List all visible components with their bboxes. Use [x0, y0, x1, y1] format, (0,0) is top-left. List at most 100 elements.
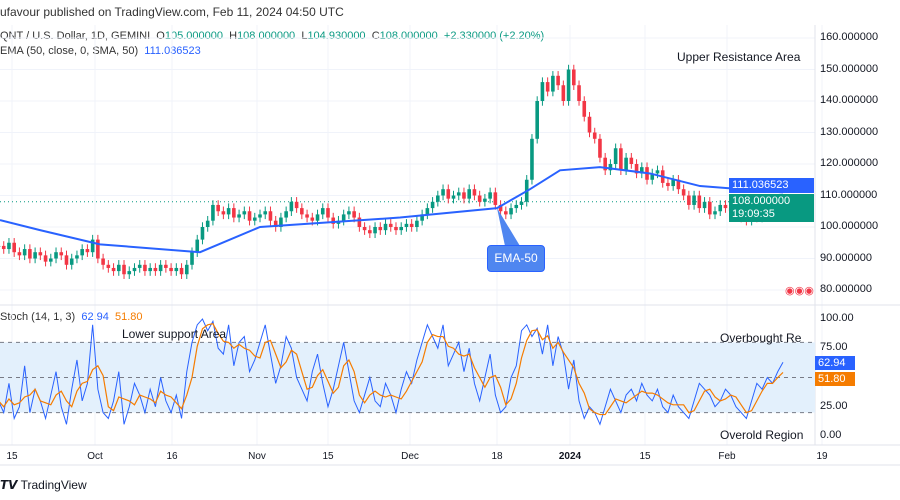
candle-body — [624, 157, 628, 171]
candle-body — [456, 192, 461, 196]
candle-body — [158, 264, 163, 272]
candle-body — [592, 132, 597, 139]
candle-body — [451, 195, 456, 199]
candle-body — [655, 170, 660, 174]
candle-body — [530, 138, 534, 180]
candle-body — [619, 148, 623, 171]
candle-body — [106, 264, 111, 268]
low-label: L — [301, 30, 308, 42]
time-tick-label: Oct — [87, 451, 103, 462]
candle-body — [174, 267, 179, 272]
candle-body — [566, 69, 571, 101]
candle-body — [33, 252, 37, 259]
candle-body — [69, 258, 74, 265]
candle-body — [436, 195, 440, 202]
candle-body — [404, 223, 409, 227]
candle-body — [116, 264, 121, 272]
candle-body — [252, 217, 257, 221]
candle-body — [237, 214, 241, 218]
candle-body — [64, 255, 69, 265]
candle-body — [540, 82, 545, 101]
candle-body — [430, 201, 435, 209]
candle-body — [226, 208, 231, 215]
oversold-label: Overold Region — [720, 428, 804, 442]
candle-body — [399, 227, 404, 231]
candle-body — [718, 204, 723, 212]
candle-body — [687, 195, 691, 205]
candle-body — [258, 214, 262, 218]
stoch-tick-label: 0.00 — [820, 429, 842, 441]
price-tick-label: 160.000000 — [820, 31, 879, 43]
stoch-label: Stoch (14, 1, 3) — [0, 311, 76, 323]
time-tick-label: Nov — [248, 451, 266, 462]
candle-body — [211, 204, 215, 221]
candle-body — [577, 85, 581, 101]
candle-body — [54, 252, 58, 259]
candle-body — [111, 267, 116, 272]
candle-body — [216, 204, 220, 212]
candle-body — [671, 179, 675, 187]
candle-body — [247, 211, 252, 221]
upper-resistance-label: Upper Resistance Area — [677, 50, 801, 64]
candle-body — [310, 217, 315, 221]
candle-body — [326, 208, 330, 218]
candle-body — [300, 208, 304, 215]
open-value: 105.000000 — [164, 30, 223, 42]
candle-body — [284, 211, 288, 218]
price-tick-label: 120.000000 — [820, 157, 879, 169]
ema-50-callout: EMA-50 — [487, 245, 545, 272]
candle-body — [294, 201, 299, 209]
candle-body — [692, 195, 696, 205]
candle-body — [28, 249, 32, 259]
candle-body — [572, 69, 576, 86]
stoch-d-value: 51.80 — [115, 311, 143, 323]
high-label: H — [229, 30, 238, 42]
candle-body — [164, 264, 168, 268]
candle-body — [200, 227, 205, 240]
candle-body — [650, 173, 655, 180]
tradingview-logo[interactable]: 𝙏𝙑 TradingView — [0, 478, 87, 492]
stoch-d-line — [0, 322, 784, 416]
candle-body — [388, 223, 393, 227]
candle-body — [608, 164, 613, 171]
time-tick-label: 19 — [816, 451, 828, 462]
economic-events-icon[interactable]: ◉◉◉ — [785, 285, 814, 297]
candle-body — [341, 214, 346, 221]
brand-name: TradingView — [20, 478, 87, 492]
candle-body — [49, 258, 53, 262]
candle-body — [681, 189, 686, 196]
candle-body — [195, 239, 200, 253]
candle-body — [498, 204, 503, 212]
candle-body — [472, 189, 477, 196]
candle-body — [17, 252, 22, 256]
ema-label: EMA (50, close, 0, SMA, 50) — [0, 45, 139, 57]
price-tick-label: 90.000000 — [820, 251, 872, 264]
candle-body — [373, 227, 377, 234]
candle-body — [535, 101, 539, 139]
candle-body — [101, 258, 105, 265]
candle-body — [639, 167, 644, 174]
candle-body — [1, 245, 6, 250]
symbol-name[interactable]: QNT / U.S. Dollar, 1D, GEMINI — [0, 30, 151, 42]
time-tick-label: 18 — [491, 451, 503, 462]
candle-body — [90, 239, 95, 253]
candle-body — [221, 211, 226, 215]
candle-body — [477, 195, 482, 202]
candle-body — [504, 211, 508, 215]
price-tick-label: 130.000000 — [820, 125, 879, 138]
candle-body — [394, 227, 398, 231]
candle-body — [122, 264, 126, 275]
stoch-tick-label: 25.00 — [820, 399, 848, 412]
candle-body — [137, 264, 142, 268]
candle-body — [148, 267, 152, 272]
candle-body — [582, 101, 587, 117]
ema-50-line — [0, 166, 784, 254]
candle-body — [85, 249, 90, 253]
candle-body — [551, 75, 555, 92]
candle-body — [242, 211, 247, 215]
ema-legend[interactable]: EMA (50, close, 0, SMA, 50) 111.036523 — [0, 45, 201, 57]
candle-body — [514, 204, 519, 209]
candle-body — [629, 157, 634, 164]
candle-body — [22, 249, 27, 256]
